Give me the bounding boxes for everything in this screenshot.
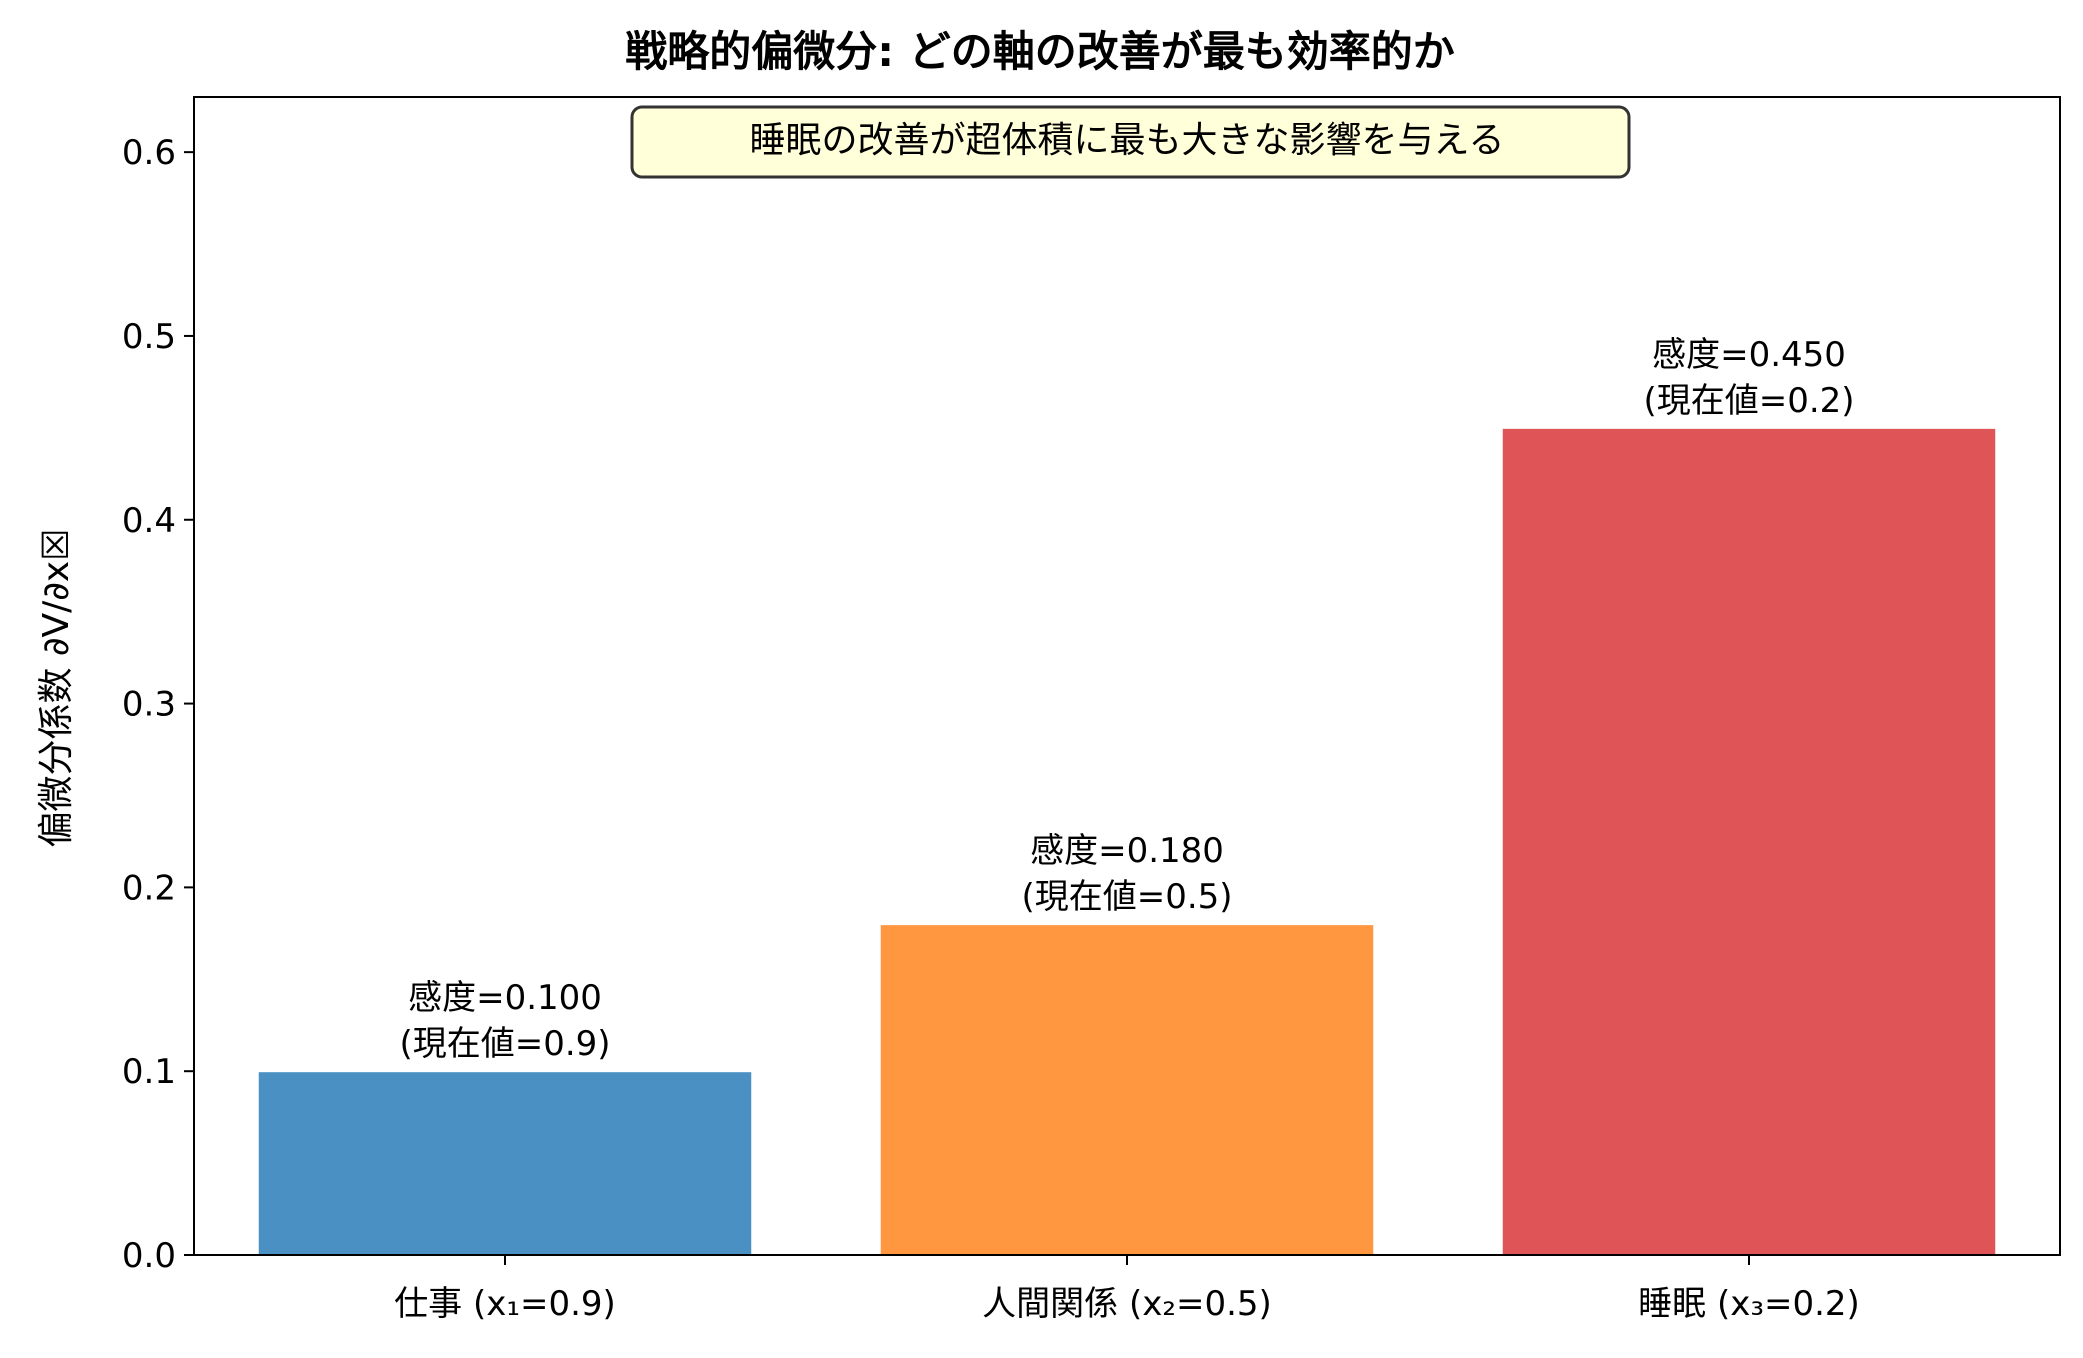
bar-label-current-3: (現在値=0.2)	[1643, 381, 1854, 421]
bar-label-sensitivity-1: 感度=0.100	[408, 978, 602, 1018]
y-tick-label-2: 0.2	[122, 868, 176, 908]
annotation-text: 睡眠の改善が超体積に最も大きな影響を与える	[750, 120, 1505, 161]
y-tick-label-3: 0.3	[122, 685, 176, 725]
y-tick-label-0: 0.0	[122, 1236, 176, 1276]
x-tick-label-1: 仕事 (x₁=0.9)	[394, 1284, 616, 1324]
y-axis-label: 偏微分係数 ∂V/∂x☒	[36, 528, 77, 847]
plot-area: 感度=0.100 (現在値=0.9) 仕事 (x₁=0.9) 感度=0.180 (現在値…	[122, 96, 2061, 1324]
y-tick-label-4: 0.4	[122, 501, 176, 541]
x-tick-label-3: 睡眠 (x₃=0.2)	[1638, 1284, 1860, 1324]
bar-label-current-2: (現在値=0.5)	[1021, 877, 1232, 917]
bar-2	[878, 923, 1376, 1257]
bar-label-sensitivity-2: 感度=0.180	[1030, 831, 1224, 871]
bar-1	[256, 1070, 754, 1256]
bar-3	[1500, 426, 1998, 1257]
y-tick-label-6: 0.6	[122, 133, 176, 173]
y-tick-label-1: 0.1	[122, 1052, 176, 1092]
x-tick-label-2: 人間関係 (x₂=0.5)	[982, 1284, 1272, 1324]
bar-label-current-1: (現在値=0.9)	[399, 1024, 610, 1064]
annotation-box	[630, 105, 1631, 179]
chart-title: 戦略的偏微分: どの軸の改善が最も効率的か	[625, 27, 1454, 76]
axes-frame	[193, 96, 2061, 1256]
bar-label-sensitivity-3: 感度=0.450	[1652, 335, 1846, 375]
y-tick-label-5: 0.5	[122, 317, 176, 357]
